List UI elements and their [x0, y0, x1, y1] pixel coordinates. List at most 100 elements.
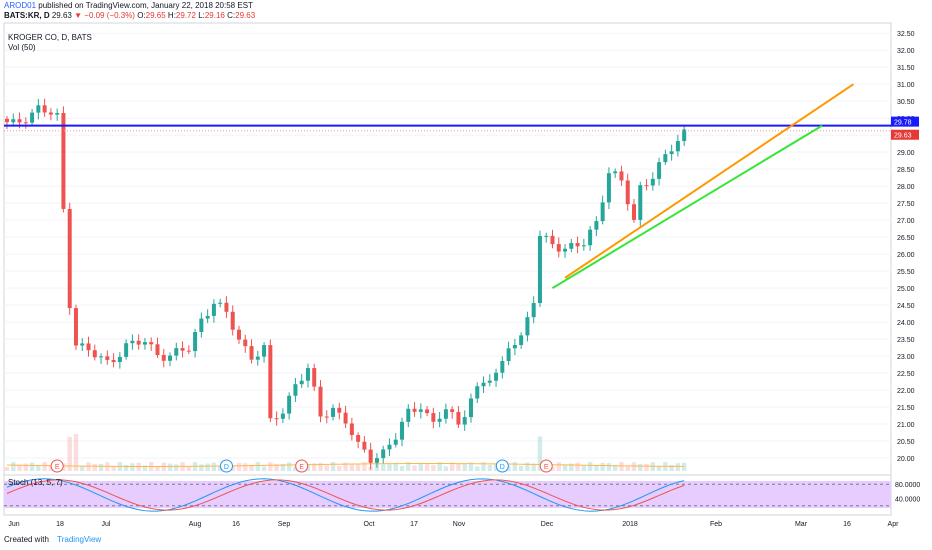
candle-body	[556, 244, 561, 252]
x-tick-label: 16	[232, 521, 240, 528]
stoch-level-label: 80.0000	[895, 482, 920, 489]
volume-bar	[518, 465, 524, 471]
x-tick-label: Oct	[364, 521, 375, 528]
volume-bar	[343, 462, 348, 471]
candle-body	[512, 344, 517, 349]
dividend-marker-label: D	[224, 464, 229, 471]
candle-body	[293, 384, 298, 396]
volume-bar	[98, 463, 104, 471]
candle-body	[186, 350, 191, 352]
volume-bar	[36, 465, 41, 471]
candle-body	[500, 361, 505, 373]
candle-body	[174, 348, 179, 356]
volume-bar	[575, 462, 580, 471]
candle-body	[468, 398, 473, 418]
volume-bar	[387, 463, 392, 471]
volume-bar	[569, 463, 574, 471]
candle-body	[224, 302, 229, 312]
dividend-marker-label: D	[500, 464, 505, 471]
price-label: 29.63	[894, 133, 912, 140]
volume-bar	[362, 462, 367, 471]
candle-body	[625, 180, 630, 205]
x-tick-label: Mar	[795, 521, 808, 528]
volume-bar	[669, 464, 674, 471]
volume-bar	[42, 462, 47, 471]
candle-body	[400, 421, 405, 440]
dividend-marker[interactable]	[495, 459, 509, 473]
y-tick-label: 26.50	[897, 235, 915, 242]
candle-body	[349, 423, 354, 436]
candle-body	[331, 407, 336, 417]
tradingview-brand[interactable]: TradingView	[57, 535, 102, 544]
ohlc-line: BATS:KR, D 29.63 ▼ −0.09 (−0.3%) O:29.65…	[4, 11, 255, 20]
candle-body	[412, 408, 417, 412]
candle-body	[11, 119, 16, 123]
green-trendline[interactable]	[551, 124, 823, 289]
volume-bar	[619, 462, 624, 471]
earnings-marker[interactable]	[539, 459, 553, 473]
candle-body	[406, 408, 411, 422]
volume-bar	[280, 463, 286, 471]
volume-bar	[205, 463, 210, 471]
price-label-box	[891, 116, 919, 127]
y-tick-label: 20.00	[897, 456, 915, 463]
y-tick-label: 24.00	[897, 320, 915, 327]
candle-body	[30, 112, 35, 123]
candle-body	[180, 348, 185, 351]
earnings-marker[interactable]	[295, 459, 309, 473]
created-with-text: Created with	[4, 535, 49, 544]
candle-body	[450, 409, 455, 412]
volume-bar	[393, 462, 398, 471]
volume-bar	[80, 466, 85, 471]
volume-bar	[293, 466, 298, 471]
candle-body	[669, 151, 674, 155]
volume-bar	[142, 465, 148, 471]
volume-bar	[381, 464, 386, 471]
y-tick-label: 26.00	[897, 252, 915, 259]
price-axis[interactable]: 32.5032.0031.5031.0030.5030.0029.5029.00…	[891, 31, 920, 504]
candle-body	[287, 395, 292, 414]
candle-body	[268, 345, 273, 419]
y-tick-label: 22.00	[897, 388, 915, 395]
candle-body	[682, 129, 687, 142]
volume-bar	[349, 463, 355, 471]
volume-bar	[449, 462, 455, 471]
volume-bar	[443, 466, 449, 471]
x-tick-label: Jun	[8, 521, 19, 528]
earnings-marker-label: E	[299, 464, 304, 471]
earnings-marker[interactable]	[50, 459, 64, 473]
y-tick-label: 32.50	[897, 31, 915, 38]
volume-bar	[581, 465, 587, 471]
candle-body	[425, 409, 430, 414]
legend-volume: Vol (50)	[8, 43, 36, 52]
volume-bar	[243, 463, 248, 471]
candle-body	[487, 380, 492, 383]
candle-body	[657, 162, 662, 179]
candle-body	[48, 112, 53, 115]
orange-trendline[interactable]	[564, 83, 855, 279]
candle-body	[142, 342, 147, 345]
volume-bar	[506, 465, 511, 471]
y-tick-label: 25.00	[897, 286, 915, 293]
y-tick-label: 23.50	[897, 337, 915, 344]
candle-body	[475, 386, 480, 399]
candle-body	[324, 416, 329, 418]
volume-bar	[537, 436, 543, 471]
candle-body	[312, 368, 317, 387]
volume-bar	[330, 462, 336, 471]
low-label: L:	[198, 11, 205, 20]
candle-body	[650, 178, 655, 186]
volume-bar	[186, 466, 192, 471]
volume-bar	[174, 464, 179, 471]
author-link[interactable]: AROD01	[4, 1, 37, 10]
volume-bar	[431, 464, 436, 471]
x-tick-label: Sep	[278, 521, 291, 528]
y-tick-label: 27.50	[897, 201, 915, 208]
dividend-marker[interactable]	[219, 459, 233, 473]
candle-body	[600, 202, 605, 222]
candle-body	[36, 105, 41, 113]
y-tick-label: 24.50	[897, 303, 915, 310]
time-axis[interactable]: Jun 18 Jul Aug 16 Sep Oct 17 Nov Dec 2018 Feb Mar 16 A…	[8, 521, 899, 528]
publish-text: published on TradingView.com, January 22…	[38, 1, 253, 10]
